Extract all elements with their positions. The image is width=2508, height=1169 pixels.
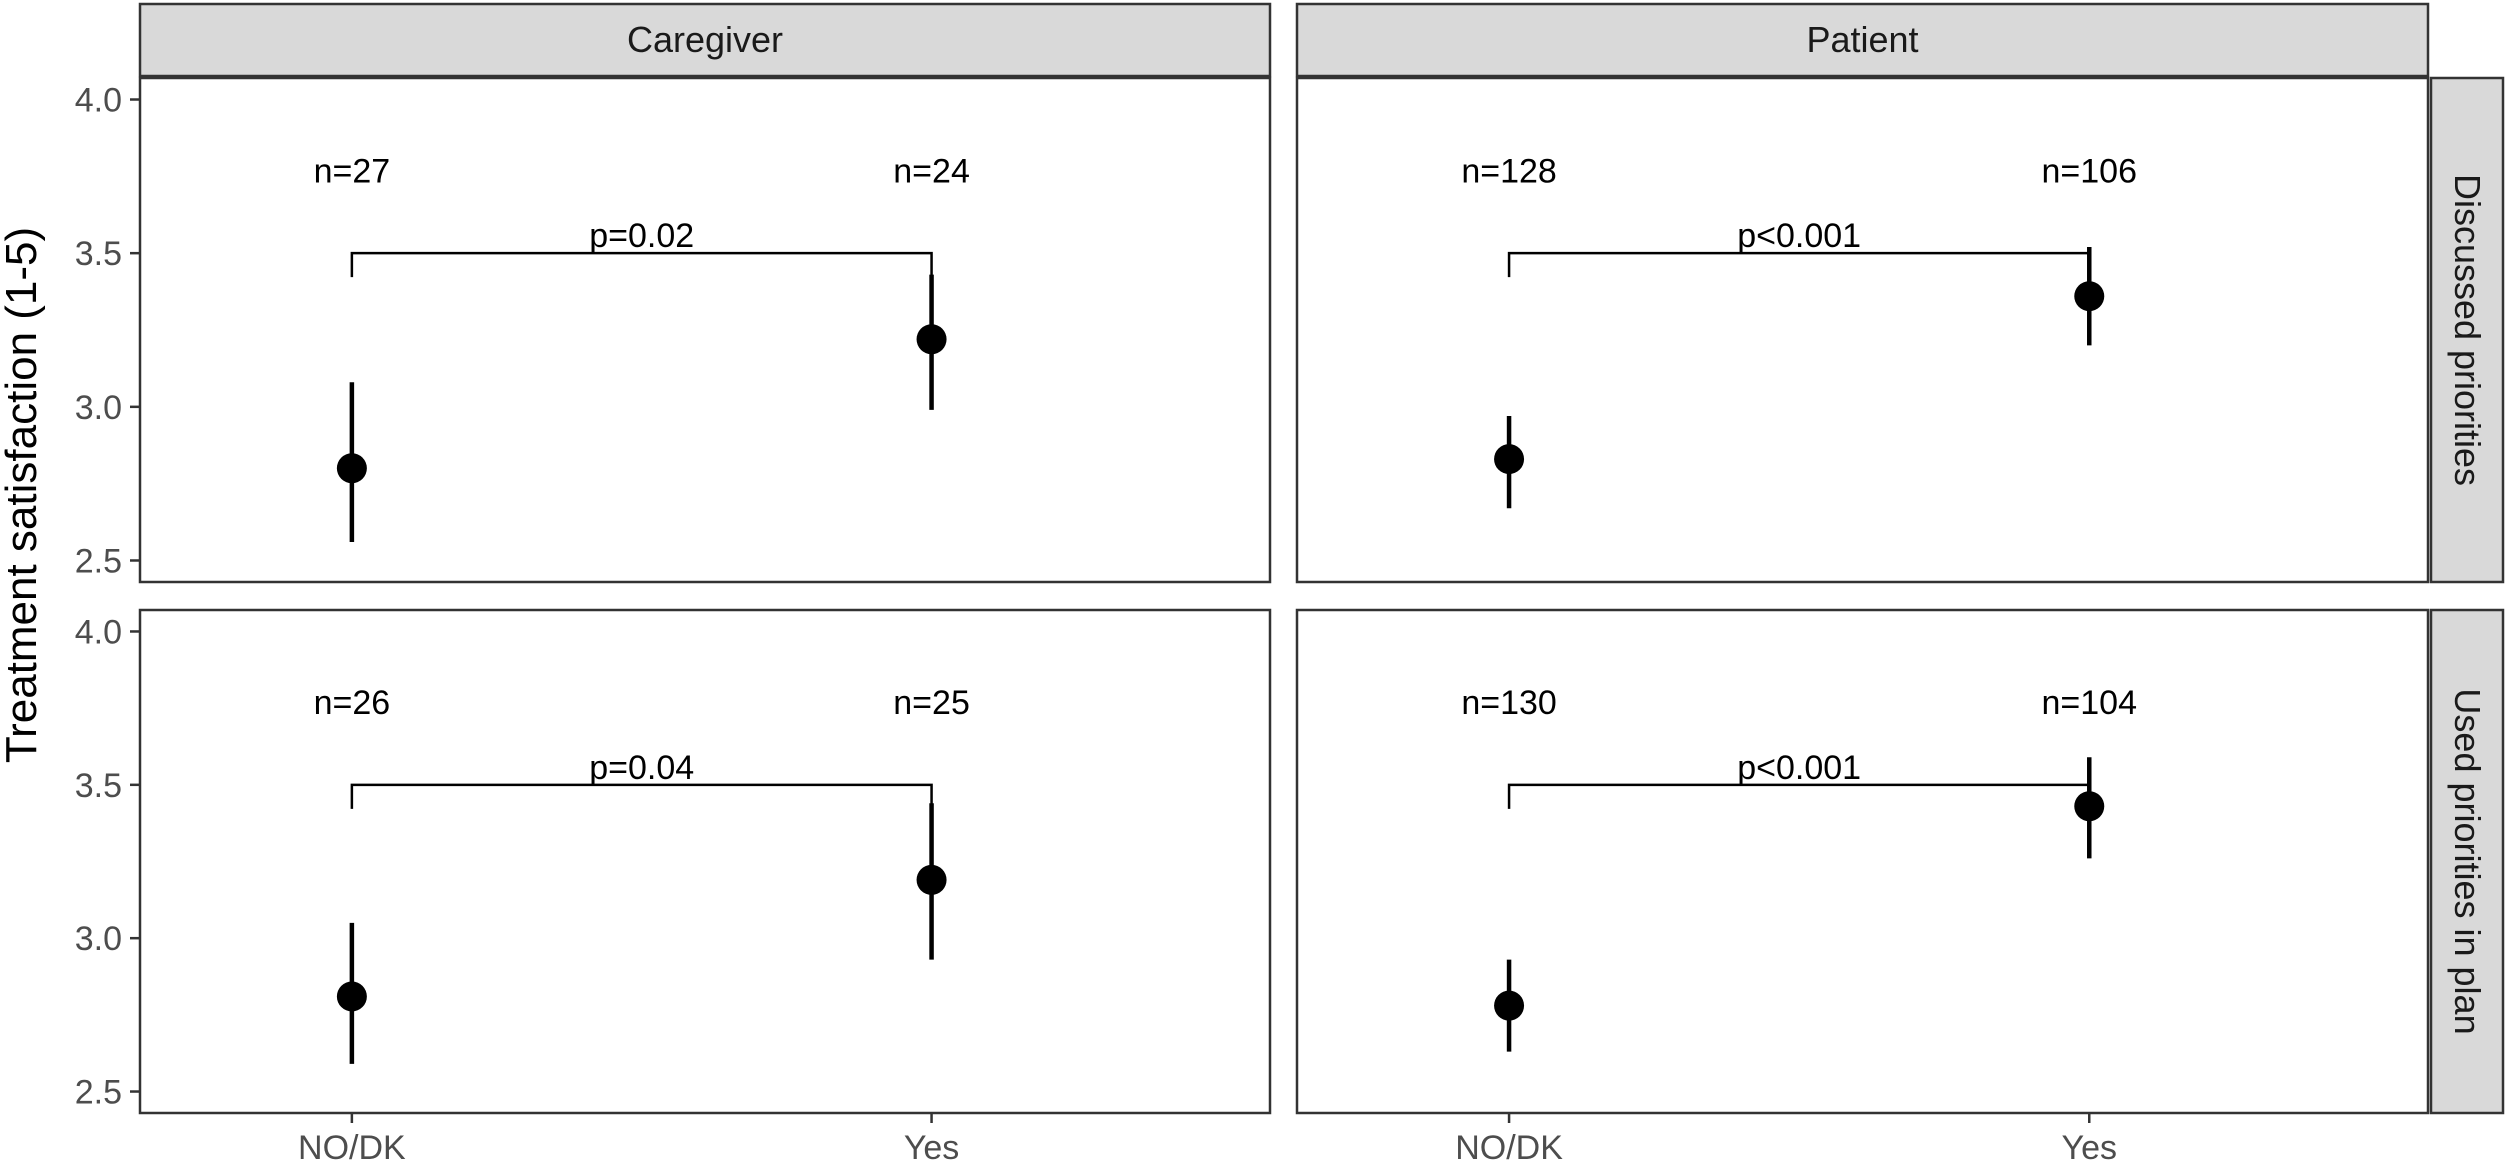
mean-point: [2074, 791, 2105, 822]
y-tick-label: 2.5: [75, 542, 122, 580]
y-tick-label: 3.0: [75, 920, 122, 958]
x-tick-label: Yes: [904, 1129, 959, 1167]
p-value-label: p<0.001: [1737, 217, 1861, 255]
y-tick-label: 3.5: [75, 767, 122, 805]
row-strip-label: Discussed priorities: [2447, 174, 2488, 486]
row-strip: [2429, 608, 2505, 1115]
significance-bracket: [350, 251, 933, 278]
mean-point: [916, 324, 947, 355]
panel-border: [138, 76, 1272, 584]
n-label: n=24: [893, 152, 970, 190]
x-tick-label: NO/DK: [1455, 1129, 1563, 1167]
column-strip: [1295, 2, 2430, 78]
x-tick-label: NO/DK: [298, 1129, 406, 1167]
mean-point: [2074, 281, 2105, 312]
p-value-label: p<0.001: [1737, 749, 1861, 787]
mean-point: [1494, 444, 1525, 475]
panel-border: [1295, 608, 2430, 1115]
row-strip: [2429, 76, 2505, 584]
mean-point: [336, 981, 367, 1012]
significance-bracket: [350, 783, 933, 809]
y-tick-label: 3.0: [75, 389, 122, 427]
mean-point: [336, 453, 367, 484]
y-tick-label: 2.5: [75, 1074, 122, 1112]
column-strip-label: Patient: [1806, 19, 1918, 60]
y-axis-title: Treatment satisfaction (1-5): [0, 227, 46, 763]
row-strip-label: Used priorities in plan: [2447, 688, 2488, 1034]
column-strip: [138, 2, 1272, 78]
y-tick-label: 4.0: [75, 613, 122, 651]
column-strip-label: Caregiver: [627, 19, 783, 60]
panel-border: [138, 608, 1272, 1115]
n-label: n=27: [314, 152, 391, 190]
n-label: n=104: [2042, 684, 2138, 722]
y-tick-label: 3.5: [75, 235, 122, 273]
mean-point: [1494, 990, 1525, 1021]
n-label: n=25: [893, 684, 970, 722]
p-value-label: p=0.04: [589, 749, 694, 787]
n-label: n=128: [1461, 152, 1557, 190]
n-label: n=26: [314, 684, 391, 722]
y-tick-label: 4.0: [75, 82, 122, 120]
n-label: n=130: [1461, 684, 1557, 722]
p-value-label: p=0.02: [589, 217, 694, 255]
n-label: n=106: [2042, 152, 2138, 190]
x-tick-label: Yes: [2062, 1129, 2117, 1167]
panel-border: [1295, 76, 2430, 584]
mean-point: [916, 864, 947, 895]
